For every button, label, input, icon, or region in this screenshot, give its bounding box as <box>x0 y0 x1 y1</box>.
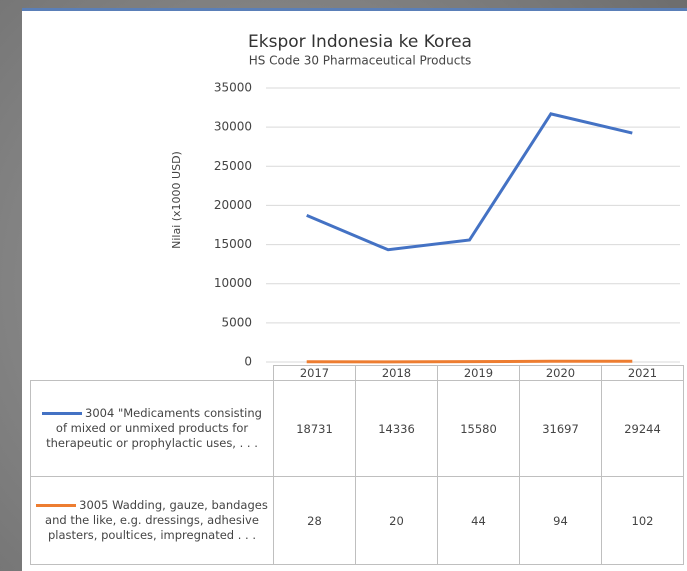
y-tick-label: 30000 <box>214 120 252 134</box>
y-tick-label: 0 <box>244 355 252 369</box>
y-tick-label: 25000 <box>214 159 252 173</box>
value-cell: 29244 <box>601 380 684 477</box>
value-cell: 15580 <box>437 380 520 477</box>
series-row: 3005 Wadding, gauze, bandages and the li… <box>30 476 684 565</box>
series-line <box>306 112 633 252</box>
value-cell: 18731 <box>273 380 356 477</box>
x-tick-label: 2019 <box>437 365 520 381</box>
x-tick-label: 2017 <box>273 365 356 381</box>
x-tick-label: 2021 <box>601 365 684 381</box>
series-row: 3004 "Medicaments consisting of mixed or… <box>30 380 684 477</box>
legend-swatch <box>36 504 77 507</box>
value-cell: 44 <box>437 476 520 565</box>
legend-cell: 3005 Wadding, gauze, bandages and the li… <box>30 476 274 565</box>
series-line <box>306 359 633 364</box>
value-cell: 28 <box>273 476 356 565</box>
value-cell: 14336 <box>355 380 438 477</box>
y-tick-label: 20000 <box>214 198 252 212</box>
value-cell: 94 <box>519 476 602 565</box>
value-cell: 102 <box>601 476 684 565</box>
y-tick-label: 35000 <box>214 81 252 95</box>
chart-subtitle: HS Code 30 Pharmaceutical Products <box>249 54 472 68</box>
corner-cell <box>31 366 274 381</box>
x-tick-label: 2020 <box>519 365 602 381</box>
chart-title: Ekspor Indonesia ke Korea <box>248 32 472 52</box>
value-cell: 31697 <box>519 380 602 477</box>
legend-swatch <box>42 412 83 415</box>
legend-label: 3005 Wadding, gauze, bandages and the li… <box>45 498 268 542</box>
y-tick-label: 5000 <box>221 315 252 329</box>
y-tick-label: 10000 <box>214 276 252 290</box>
x-tick-label: 2018 <box>355 365 438 381</box>
legend-cell: 3004 "Medicaments consisting of mixed or… <box>30 380 274 477</box>
header-row: 2017 2018 2019 2020 2021 <box>31 365 684 381</box>
y-axis-label: Nilai (x1000 USD) <box>170 151 183 249</box>
value-cell: 20 <box>355 476 438 565</box>
legend-label: 3004 "Medicaments consisting of mixed or… <box>46 406 262 450</box>
data-table: 2017 2018 2019 2020 2021 3004 "Medicaments co… <box>30 365 684 565</box>
y-tick-label: 15000 <box>214 237 252 251</box>
